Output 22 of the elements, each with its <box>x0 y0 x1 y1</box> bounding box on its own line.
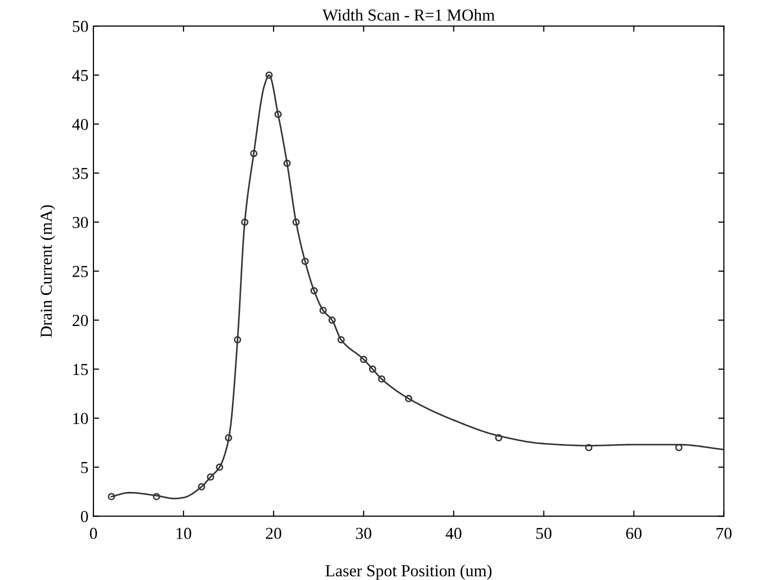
y-tick-label: 5 <box>81 462 88 474</box>
x-tick-label: 20 <box>266 528 282 540</box>
y-tick-label: 50 <box>72 20 88 32</box>
x-tick-label: 40 <box>446 528 462 540</box>
x-tick-label: 0 <box>90 528 97 540</box>
y-tick-label: 20 <box>72 314 88 326</box>
x-tick-label: 10 <box>176 528 192 540</box>
x-tick-label: 30 <box>356 528 372 540</box>
chart-title: Width Scan - R=1 MOhm <box>322 8 495 21</box>
y-tick-label: 30 <box>72 216 88 228</box>
x-tick-label: 50 <box>536 528 552 540</box>
y-tick-label: 0 <box>80 510 88 522</box>
x-tick-label: 70 <box>716 528 732 540</box>
x-tick-label: 60 <box>626 528 642 540</box>
y-tick-label: 45 <box>72 70 88 82</box>
x-axis-title: Laser Spot Position (um) <box>326 564 492 580</box>
y-tick-label: 25 <box>72 266 88 278</box>
y-tick-label: 35 <box>72 168 88 180</box>
y-tick-label: 15 <box>73 364 88 376</box>
y-axis-title: Drain Current (mA) <box>40 205 56 338</box>
y-tick-label: 10 <box>73 412 88 424</box>
y-tick-label: 40 <box>72 118 88 130</box>
